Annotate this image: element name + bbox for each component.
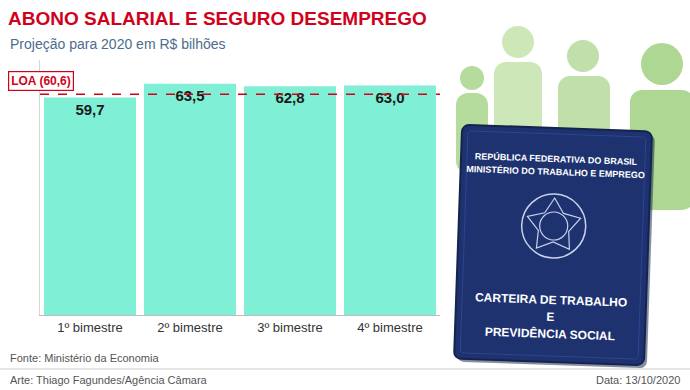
svg-text:E: E <box>546 310 554 324</box>
svg-text:1º bimestre: 1º bimestre <box>57 320 122 335</box>
svg-text:3º bimestre: 3º bimestre <box>257 320 322 335</box>
svg-text:LOA (60,6): LOA (60,6) <box>11 74 71 88</box>
svg-text:59,7: 59,7 <box>75 101 104 118</box>
svg-text:REPÚBLICA FEDERATIVA DO BRASIL: REPÚBLICA FEDERATIVA DO BRASIL <box>475 150 638 167</box>
svg-text:4º bimestre: 4º bimestre <box>357 320 422 335</box>
svg-text:Arte: Thiago Fagundes/Agência: Arte: Thiago Fagundes/Agência Câmara <box>10 374 208 386</box>
svg-text:Projeção para 2020 em R$ bilhõ: Projeção para 2020 em R$ bilhões <box>10 36 226 52</box>
svg-text:62,8: 62,8 <box>275 89 304 106</box>
svg-text:ABONO SALARIAL E SEGURO DESEMP: ABONO SALARIAL E SEGURO DESEMPREGO <box>8 8 427 29</box>
svg-text:MINISTÉRIO DO TRABALHO E EMPRE: MINISTÉRIO DO TRABALHO E EMPREGO <box>466 164 645 180</box>
svg-text:PREVIDÊNCIA SOCIAL: PREVIDÊNCIA SOCIAL <box>485 324 616 344</box>
svg-text:Data: 13/10/2020: Data: 13/10/2020 <box>596 374 680 386</box>
svg-text:63,0: 63,0 <box>375 89 404 106</box>
svg-text:CARTEIRA DE TRABALHO: CARTEIRA DE TRABALHO <box>475 290 628 309</box>
svg-text:63,5: 63,5 <box>175 87 204 104</box>
svg-text:Fonte: Ministério da Economia: Fonte: Ministério da Economia <box>10 352 159 364</box>
svg-text:2º bimestre: 2º bimestre <box>157 320 222 335</box>
